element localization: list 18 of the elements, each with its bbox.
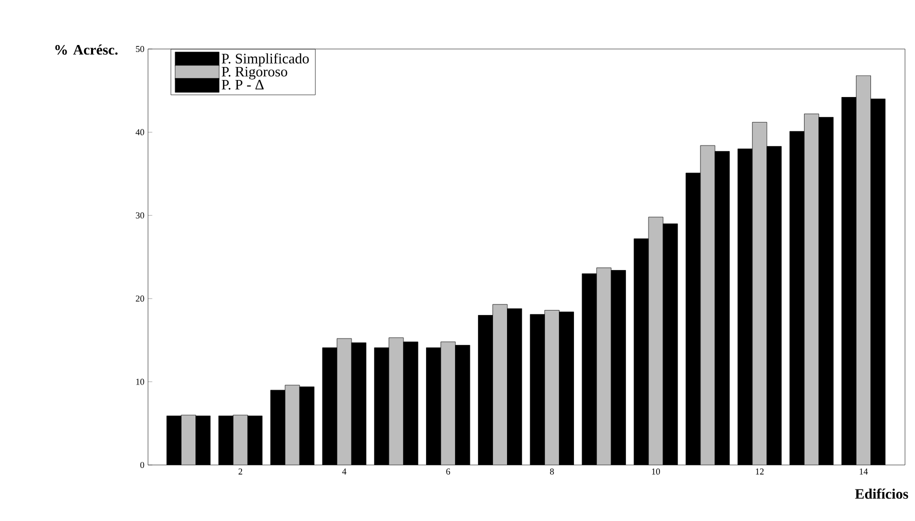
x-tick-label: 2 — [238, 468, 242, 474]
y-tick-label: 50 — [136, 46, 144, 52]
x-tick-label: 12 — [756, 468, 764, 474]
legend-label: P. P - Δ — [222, 80, 264, 90]
x-tick-label: 4 — [342, 468, 346, 474]
y-tick-label: 20 — [136, 296, 144, 302]
y-tick-label: 0 — [140, 462, 144, 468]
legend-label: P. Simplificado — [222, 53, 309, 66]
x-tick-label: 10 — [652, 468, 660, 475]
x-tick-label: 14 — [860, 468, 868, 474]
y-tick-label: 40 — [136, 129, 144, 136]
x-tick-label: 8 — [550, 468, 554, 475]
x-tick-label: 6 — [446, 468, 450, 475]
y-tick-label: 30 — [136, 212, 144, 218]
legend-label: P. Rigoroso — [222, 66, 288, 80]
x-axis-title: Edifícios — [855, 488, 908, 499]
y-tick-label: 10 — [136, 378, 144, 385]
y-axis-title: % Acrésc. — [55, 44, 118, 55]
